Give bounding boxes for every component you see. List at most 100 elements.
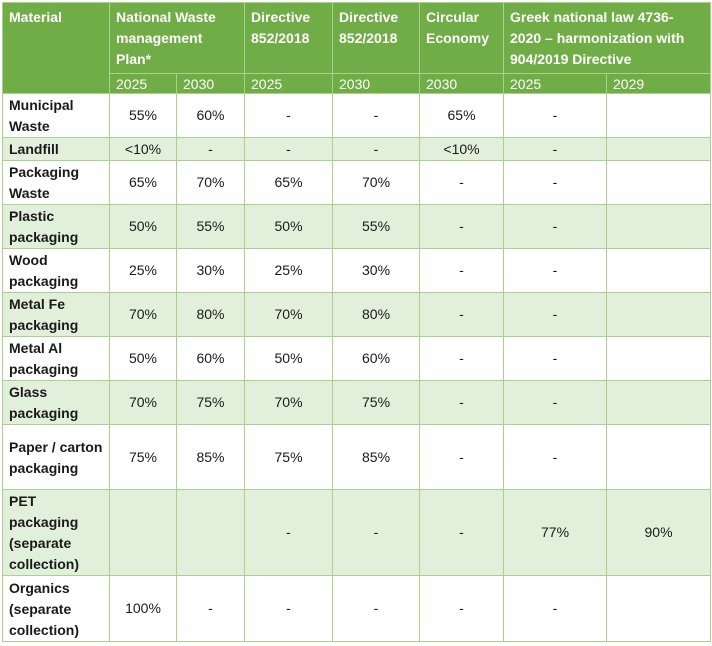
cell-value: <10%	[419, 137, 505, 161]
cell-value: 25%	[244, 248, 334, 293]
cell-value	[606, 248, 712, 293]
header-year: 2030	[332, 73, 421, 94]
cell-value: -	[419, 204, 505, 249]
cell-value: 55%	[109, 93, 177, 138]
cell-value: -	[503, 93, 608, 138]
table-row: Packaging Waste 65% 70% 65% 70% - -	[2, 160, 712, 205]
header-group-greek-law: Greek national law 4736-2020 – harmoniza…	[503, 2, 712, 74]
cell-value	[606, 380, 712, 425]
cell-value	[606, 336, 712, 381]
table-row: Glass packaging 70% 75% 70% 75% - -	[2, 380, 712, 425]
cell-value: -	[332, 137, 421, 161]
cell-value: -	[175, 137, 246, 161]
table-row: Plastic packaging 50% 55% 50% 55% - -	[2, 204, 712, 249]
header-year: 2025	[109, 73, 177, 94]
cell-value: -	[419, 575, 505, 642]
cell-value: 70%	[109, 292, 177, 337]
cell-value	[606, 160, 712, 205]
cell-value: 50%	[244, 336, 334, 381]
cell-value	[606, 204, 712, 249]
cell-value	[109, 489, 177, 576]
row-material: Metal Al packaging	[2, 336, 110, 381]
cell-value: -	[419, 424, 505, 490]
cell-value: -	[332, 93, 421, 138]
cell-value: 60%	[175, 336, 246, 381]
cell-value: 85%	[332, 424, 421, 490]
table-header: Material National Waste management Plan*…	[2, 2, 712, 94]
cell-value: 60%	[332, 336, 421, 381]
cell-value: <10%	[109, 137, 177, 161]
cell-value: -	[419, 336, 505, 381]
cell-value: -	[503, 292, 608, 337]
header-year: 2025	[244, 73, 334, 94]
cell-value: 70%	[244, 380, 334, 425]
table-row: Metal Fe packaging 70% 80% 70% 80% - -	[2, 292, 712, 337]
cell-value: -	[244, 489, 334, 576]
row-material: Landfill	[2, 137, 110, 161]
table-row: Municipal Waste 55% 60% - - 65% -	[2, 93, 712, 138]
cell-value: 100%	[109, 575, 177, 642]
header-year: 2025	[503, 73, 608, 94]
cell-value: 77%	[503, 489, 608, 576]
cell-value: 70%	[332, 160, 421, 205]
row-material: Wood packaging	[2, 248, 110, 293]
header-group-circular-economy: Circular Economy	[419, 2, 505, 74]
cell-value: 50%	[244, 204, 334, 249]
cell-value: -	[503, 137, 608, 161]
cell-value: -	[175, 575, 246, 642]
table-row: Wood packaging 25% 30% 25% 30% - -	[2, 248, 712, 293]
cell-value: 75%	[109, 424, 177, 490]
cell-value: 60%	[175, 93, 246, 138]
row-material: Municipal Waste	[2, 93, 110, 138]
cell-value: 85%	[175, 424, 246, 490]
row-material: Plastic packaging	[2, 204, 110, 249]
cell-value: 65%	[419, 93, 505, 138]
header-group-national-waste-plan: National Waste management Plan*	[108, 2, 246, 74]
cell-value: -	[332, 575, 421, 642]
header-row-groups: Material National Waste management Plan*…	[2, 2, 712, 94]
cell-value: -	[419, 380, 505, 425]
cell-value: -	[503, 248, 608, 293]
cell-value: 80%	[175, 292, 246, 337]
cell-value: 70%	[175, 160, 246, 205]
header-group-directive-2025: Directive 852/2018	[244, 2, 334, 74]
cell-value: 50%	[109, 204, 177, 249]
cell-value: -	[503, 204, 608, 249]
table-row: Metal Al packaging 50% 60% 50% 60% - -	[2, 336, 712, 381]
cell-value: -	[503, 336, 608, 381]
header-material: Material	[2, 2, 110, 94]
cell-value: 70%	[109, 380, 177, 425]
cell-value: -	[332, 489, 421, 576]
row-material: PET packaging (separate collection)	[2, 489, 110, 576]
cell-value: 55%	[332, 204, 421, 249]
cell-value: -	[503, 380, 608, 425]
table-row: Landfill <10% - - - <10% -	[2, 137, 712, 161]
cell-value	[606, 424, 712, 490]
cell-value: 55%	[175, 204, 246, 249]
cell-value: -	[419, 292, 505, 337]
cell-value: -	[503, 424, 608, 490]
cell-value: 30%	[332, 248, 421, 293]
table-row: PET packaging (separate collection) - - …	[2, 489, 712, 576]
cell-value: 75%	[175, 380, 246, 425]
table-row: Paper / carton packaging 75% 85% 75% 85%…	[2, 424, 712, 490]
row-material: Metal Fe packaging	[2, 292, 110, 337]
cell-value: 30%	[175, 248, 246, 293]
cell-value: 25%	[109, 248, 177, 293]
cell-value: 90%	[606, 489, 712, 576]
cell-value: 50%	[109, 336, 177, 381]
cell-value	[606, 292, 712, 337]
row-material: Glass packaging	[2, 380, 110, 425]
row-material: Packaging Waste	[2, 160, 110, 205]
cell-value	[606, 93, 712, 138]
cell-value	[606, 137, 712, 161]
header-group-directive-2030: Directive 852/2018	[332, 2, 421, 74]
row-material: Paper / carton packaging	[2, 424, 110, 490]
cell-value: 70%	[244, 292, 334, 337]
cell-value	[606, 575, 712, 642]
cell-value: -	[244, 93, 334, 138]
cell-value	[175, 489, 246, 576]
cell-value: 65%	[109, 160, 177, 205]
header-year: 2030	[419, 73, 505, 94]
